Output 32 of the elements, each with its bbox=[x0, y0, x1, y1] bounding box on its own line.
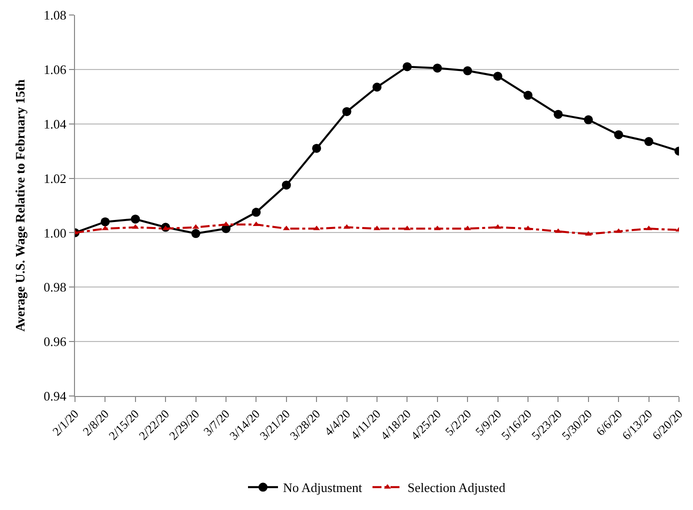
legend-label: No Adjustment bbox=[283, 480, 362, 496]
point bbox=[100, 217, 110, 226]
y-axis-title: Average U.S. Wage Relative to February 15th bbox=[12, 78, 28, 332]
point bbox=[372, 82, 382, 92]
line-series bbox=[75, 222, 679, 236]
y-tick-label: 0.96 bbox=[44, 334, 67, 350]
point bbox=[191, 229, 200, 238]
point bbox=[130, 214, 140, 224]
point bbox=[402, 62, 412, 72]
point bbox=[524, 90, 532, 100]
y-tick-label: 1.06 bbox=[44, 62, 67, 77]
point bbox=[644, 137, 654, 146]
point bbox=[432, 64, 442, 73]
point bbox=[342, 107, 352, 116]
point bbox=[584, 115, 593, 124]
y-tick-label: 1.08 bbox=[44, 8, 66, 23]
y-tick-label: 1.02 bbox=[44, 170, 66, 186]
y-tick-label: 0.98 bbox=[44, 280, 66, 295]
point bbox=[493, 72, 502, 81]
y-tick-label: 0.94 bbox=[44, 388, 67, 404]
point bbox=[312, 144, 322, 153]
point bbox=[222, 222, 230, 226]
point bbox=[374, 226, 380, 230]
point bbox=[282, 180, 291, 190]
legend-label: Selection Adjusted bbox=[407, 480, 506, 496]
point bbox=[463, 66, 472, 76]
point bbox=[252, 208, 261, 217]
point bbox=[524, 226, 532, 230]
point bbox=[554, 110, 563, 119]
y-tick-label: 1.00 bbox=[44, 225, 66, 240]
y-tick-label: 1.04 bbox=[44, 116, 67, 132]
point bbox=[614, 130, 624, 140]
